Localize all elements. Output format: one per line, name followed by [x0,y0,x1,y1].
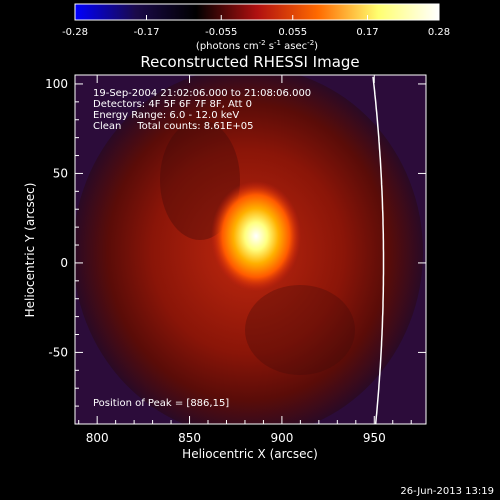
colorbar-tick-label: -0.28 [62,27,88,38]
x-axis-ticks: 800 850 900 950 [78,75,412,445]
y-axis-label: Heliocentric Y (arcsec) [23,183,37,318]
colorbar-tick-label: 0.055 [278,27,307,38]
x-tick-label: 850 [178,431,201,445]
colorbar-unit-label: (photons cm-2 s-1 asec-2) [196,39,318,52]
annotation-energy-range: Energy Range: 6.0 - 12.0 keV [93,110,239,121]
chart-title: Reconstructed RHESSI Image [140,53,359,71]
colorbar-ticks: -0.28 -0.17 -0.055 0.055 0.17 0.28 [62,15,450,38]
annotation-clean-counts: Clean Total counts: 8.61E+05 [93,121,253,132]
colorbar-tick-label: -0.17 [134,27,160,38]
solar-limb-arc [372,76,385,424]
y-tick-label: 100 [45,77,68,91]
x-axis-label: Heliocentric X (arcsec) [182,447,318,461]
y-tick-label: 0 [60,256,68,270]
annotation-detectors: Detectors: 4F 5F 6F 7F 8F, Att 0 [93,99,252,110]
annotation-block: 19-Sep-2004 21:02:06.000 to 21:08:06.000… [93,88,311,132]
peak-position-label: Position of Peak = [886,15] [93,398,229,409]
annotation-time-range: 19-Sep-2004 21:02:06.000 to 21:08:06.000 [93,88,311,99]
x-tick-label: 950 [363,431,386,445]
dark-ring-feature [245,285,355,375]
image-area [75,75,426,424]
colorbar-tick-label: 0.17 [356,27,378,38]
y-tick-label: -50 [48,345,68,359]
peak-source [211,181,302,292]
plot-frame [74,74,427,425]
y-tick-label: 50 [53,166,68,180]
x-tick-label: 800 [86,431,109,445]
colorbar-tick-label: -0.055 [205,27,237,38]
y-axis-ticks: -50 0 50 100 [45,77,426,407]
footer-timestamp: 26-Jun-2013 13:19 [400,486,494,497]
x-tick-label: 900 [270,431,293,445]
colorbar-tick-label: 0.28 [428,27,450,38]
colorbar [74,3,440,21]
